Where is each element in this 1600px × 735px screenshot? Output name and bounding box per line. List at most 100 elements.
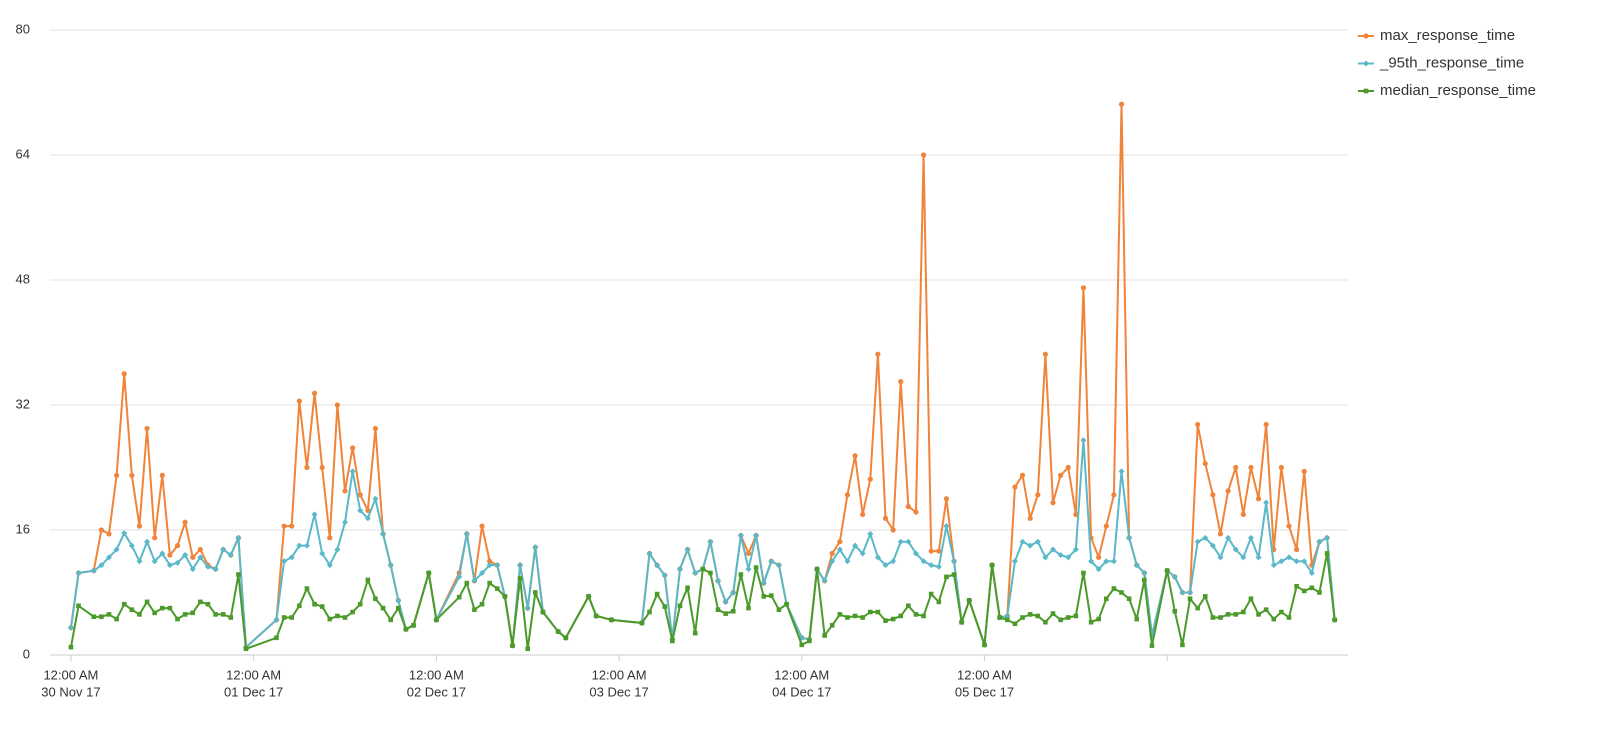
point: [296, 398, 302, 404]
point: [654, 591, 660, 597]
point: [456, 573, 463, 580]
series: [67, 437, 1338, 651]
point: [1180, 642, 1185, 648]
point: [882, 562, 889, 569]
point: [144, 425, 150, 432]
y-tick-label: 48: [16, 271, 30, 286]
point: [167, 605, 173, 611]
point: [1005, 617, 1010, 623]
point: [67, 624, 74, 631]
point: [898, 613, 904, 619]
point: [152, 535, 158, 541]
x-tick-label: 02 Dec 17: [407, 684, 466, 699]
point: [1119, 590, 1124, 595]
point: [982, 642, 987, 648]
point: [1035, 492, 1041, 498]
point: [90, 567, 97, 574]
point: [1255, 496, 1262, 502]
point: [304, 464, 310, 471]
point: [76, 603, 81, 609]
point: [1209, 542, 1216, 549]
point: [1210, 492, 1216, 498]
point: [479, 601, 485, 607]
point: [845, 615, 850, 620]
point: [928, 548, 934, 554]
point: [106, 554, 112, 561]
x-tick-label: 12:00 AM: [774, 667, 829, 682]
point: [281, 615, 287, 620]
point: [114, 616, 119, 622]
point: [1187, 596, 1193, 602]
point: [852, 453, 858, 459]
point: [959, 619, 964, 625]
point: [676, 566, 683, 573]
point: [1004, 612, 1011, 619]
point: [212, 566, 219, 573]
point: [1202, 594, 1208, 599]
point: [1247, 534, 1254, 541]
point: [1057, 552, 1064, 558]
point: [1271, 616, 1277, 622]
point: [68, 644, 74, 650]
point: [1263, 499, 1270, 506]
x-tick-label: 12:00 AM: [226, 667, 281, 682]
point: [684, 546, 691, 553]
point: [692, 569, 699, 576]
point: [524, 605, 531, 612]
point: [403, 626, 409, 632]
point: [760, 580, 767, 587]
point: [1232, 546, 1239, 553]
series-line: [69, 439, 1336, 649]
point: [670, 638, 675, 644]
point: [1217, 531, 1224, 537]
point: [867, 530, 874, 537]
y-tick-label: 0: [23, 646, 30, 661]
point: [152, 610, 157, 616]
point: [1088, 558, 1095, 565]
point: [661, 572, 668, 579]
point: [860, 615, 865, 620]
point: [334, 402, 340, 408]
point: [913, 612, 919, 617]
point: [593, 613, 599, 619]
point: [281, 523, 287, 529]
point: [852, 613, 858, 619]
point: [1050, 500, 1056, 506]
point: [1164, 568, 1170, 573]
point: [867, 476, 873, 482]
point: [1118, 468, 1125, 475]
point: [1240, 554, 1247, 561]
point: [525, 646, 531, 652]
point: [236, 572, 241, 577]
point: [411, 623, 416, 628]
point: [426, 570, 432, 576]
point: [936, 599, 942, 605]
point: [761, 594, 767, 599]
point: [167, 552, 173, 558]
point: [463, 530, 470, 537]
point: [144, 599, 150, 605]
point: [1050, 611, 1056, 616]
point: [1241, 609, 1246, 615]
point: [1080, 285, 1087, 291]
point: [768, 558, 775, 565]
point: [1240, 511, 1246, 517]
point: [966, 598, 972, 603]
point: [639, 620, 645, 626]
x-tick-label: 12:00 AM: [43, 667, 98, 682]
point: [1179, 589, 1186, 596]
point: [563, 635, 569, 641]
point: [479, 569, 486, 576]
point: [213, 612, 218, 617]
point: [1195, 605, 1200, 611]
point: [311, 511, 318, 518]
point: [745, 550, 752, 557]
point: [281, 558, 288, 565]
point: [1248, 464, 1254, 471]
point: [326, 562, 333, 569]
point: [654, 562, 661, 569]
point: [487, 558, 493, 564]
point: [357, 492, 363, 498]
point: [821, 577, 828, 584]
point: [1286, 615, 1292, 620]
